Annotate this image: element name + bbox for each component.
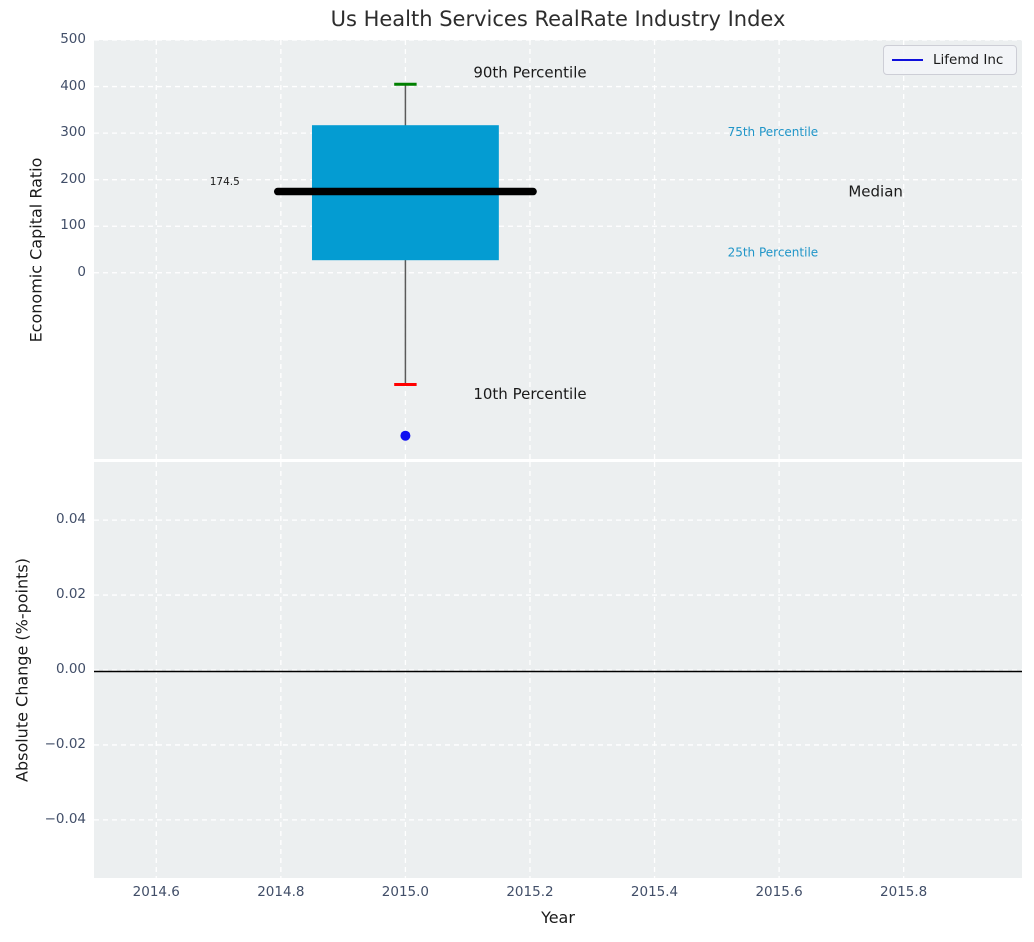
annotation-median: Median (848, 183, 903, 201)
xtick-label: 2015.6 (755, 884, 803, 900)
ytick-label-top: 0 (77, 263, 86, 280)
xtick-label: 2015.2 (506, 884, 554, 900)
ytick-label-bottom: −0.04 (44, 810, 86, 827)
legend-label: Lifemd Inc (933, 52, 1004, 68)
ytick-label-top: 100 (60, 217, 86, 234)
top-axes: 90th Percentile 10th Percentile 75th Perce… (94, 40, 1022, 459)
annotation-90th-percentile: 90th Percentile (473, 64, 586, 82)
annotation-75th-percentile: 75th Percentile (728, 125, 819, 139)
company-point (400, 430, 411, 441)
ytick-label-top: 400 (60, 77, 86, 94)
xtick-label: 2015.8 (880, 884, 928, 900)
ytick-label-bottom: 0.04 (55, 511, 86, 528)
xtick-label: 2015.4 (630, 884, 679, 900)
ytick-label-bottom: 0.00 (55, 661, 86, 677)
xtick-label: 2014.8 (257, 884, 305, 900)
plot-canvas (94, 462, 1022, 878)
ytick-label-top: 200 (60, 170, 86, 187)
chart-title: Us Health Services RealRate Industry Ind… (330, 7, 786, 31)
annotation-10th-percentile: 10th Percentile (473, 385, 586, 403)
ytick-label-top: 500 (60, 31, 86, 47)
ytick-label-bottom: 0.02 (55, 586, 86, 603)
legend-line-sample (892, 58, 923, 62)
legend: Lifemd Inc (883, 45, 1017, 75)
bottom-axes (94, 462, 1022, 878)
plot-canvas: 90th Percentile 10th Percentile 75th Perce… (94, 40, 1022, 459)
annotation-median-value: 174.5 (210, 176, 240, 188)
ytick-label-bottom: −0.02 (44, 735, 86, 752)
xtick-label: 2015.0 (381, 884, 430, 900)
xtick-label: 2014.6 (132, 884, 180, 900)
x-axis-label: Year (541, 908, 575, 927)
ytick-label-top: 300 (60, 124, 86, 141)
annotation-25th-percentile: 25th Percentile (728, 245, 819, 259)
